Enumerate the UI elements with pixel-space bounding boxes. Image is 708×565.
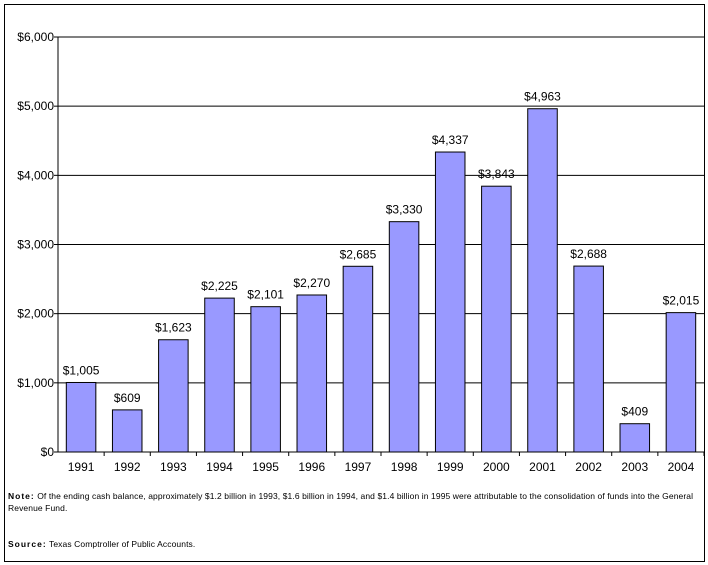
x-tick-label: 1993 [160, 460, 187, 474]
bar [434, 151, 466, 453]
bar-chart: $1,005 $609 $1,623 $2,225 $2,101 $2,270 $2,685… [17, 30, 705, 474]
bar [573, 265, 604, 453]
source-label: Source: [8, 539, 47, 549]
data-label: $3,330 [386, 203, 423, 217]
bar [481, 185, 512, 453]
axes [57, 37, 704, 453]
y-axis-ticks: $0 $1,000 $2,000 $3,000 $4,000 $5,000 $6,000 [17, 30, 58, 459]
x-tick-label: 1995 [252, 460, 279, 474]
y-tick-label: $3,000 [17, 238, 54, 252]
data-label: $2,101 [247, 288, 284, 302]
x-tick-label: 2000 [483, 460, 510, 474]
y-tick-label: $1,000 [17, 376, 54, 390]
data-label: $4,963 [524, 90, 561, 104]
chart-frame [4, 4, 705, 562]
x-tick-label: 1992 [114, 460, 141, 474]
bar [158, 339, 189, 453]
bar [619, 423, 651, 453]
x-tick-label: 2001 [529, 460, 556, 474]
note: Note: Of the ending cash balance, approx… [8, 490, 698, 514]
y-tick-label: $5,000 [17, 99, 54, 113]
data-label: $1,005 [63, 363, 100, 377]
x-tick-label: 1996 [298, 460, 325, 474]
data-label: $2,225 [201, 279, 238, 293]
x-tick-label: 1994 [206, 460, 233, 474]
x-tick-label: 1997 [345, 460, 372, 474]
data-labels: $1,005 $609 $1,623 $2,225 $2,101 $2,270 $2,685… [63, 90, 700, 419]
source-text: Texas Comptroller of Public Accounts. [48, 539, 196, 549]
x-tick-label: 2003 [621, 460, 648, 474]
data-label: $4,337 [432, 133, 469, 147]
y-tick-label: $6,000 [17, 30, 54, 44]
y-tick-label: $4,000 [17, 168, 54, 182]
data-label: $2,685 [340, 247, 377, 261]
x-tick-label: 1999 [437, 460, 464, 474]
bar [65, 381, 97, 453]
data-label: $2,270 [293, 276, 330, 290]
note-label: Note: [8, 491, 35, 501]
data-label: $1,623 [155, 321, 192, 335]
bar [527, 108, 558, 453]
bar [665, 312, 697, 453]
y-tick-label: $2,000 [17, 307, 54, 321]
y-tick-label: $0 [41, 445, 55, 459]
data-label: $409 [621, 405, 648, 419]
bars [65, 108, 697, 453]
x-tick-label: 2004 [668, 460, 695, 474]
source: Source: Texas Comptroller of Public Acco… [8, 538, 195, 550]
bar [250, 306, 281, 453]
bar [388, 221, 420, 453]
x-tick-label: 1998 [391, 460, 418, 474]
data-label: $2,688 [570, 247, 607, 261]
data-label: $609 [114, 391, 141, 405]
data-label: $3,843 [478, 167, 515, 181]
bar [342, 265, 374, 453]
x-tick-label: 1991 [68, 460, 95, 474]
bar [296, 294, 328, 453]
bar [204, 297, 235, 453]
x-axis-ticks: 1991 1992 1993 1994 1995 1996 1997 1998 1999 2000… [68, 452, 705, 474]
bar [111, 409, 143, 453]
note-text: Of the ending cash balance, approximatel… [8, 491, 694, 513]
data-label: $2,015 [663, 294, 700, 308]
x-tick-label: 2002 [575, 460, 602, 474]
